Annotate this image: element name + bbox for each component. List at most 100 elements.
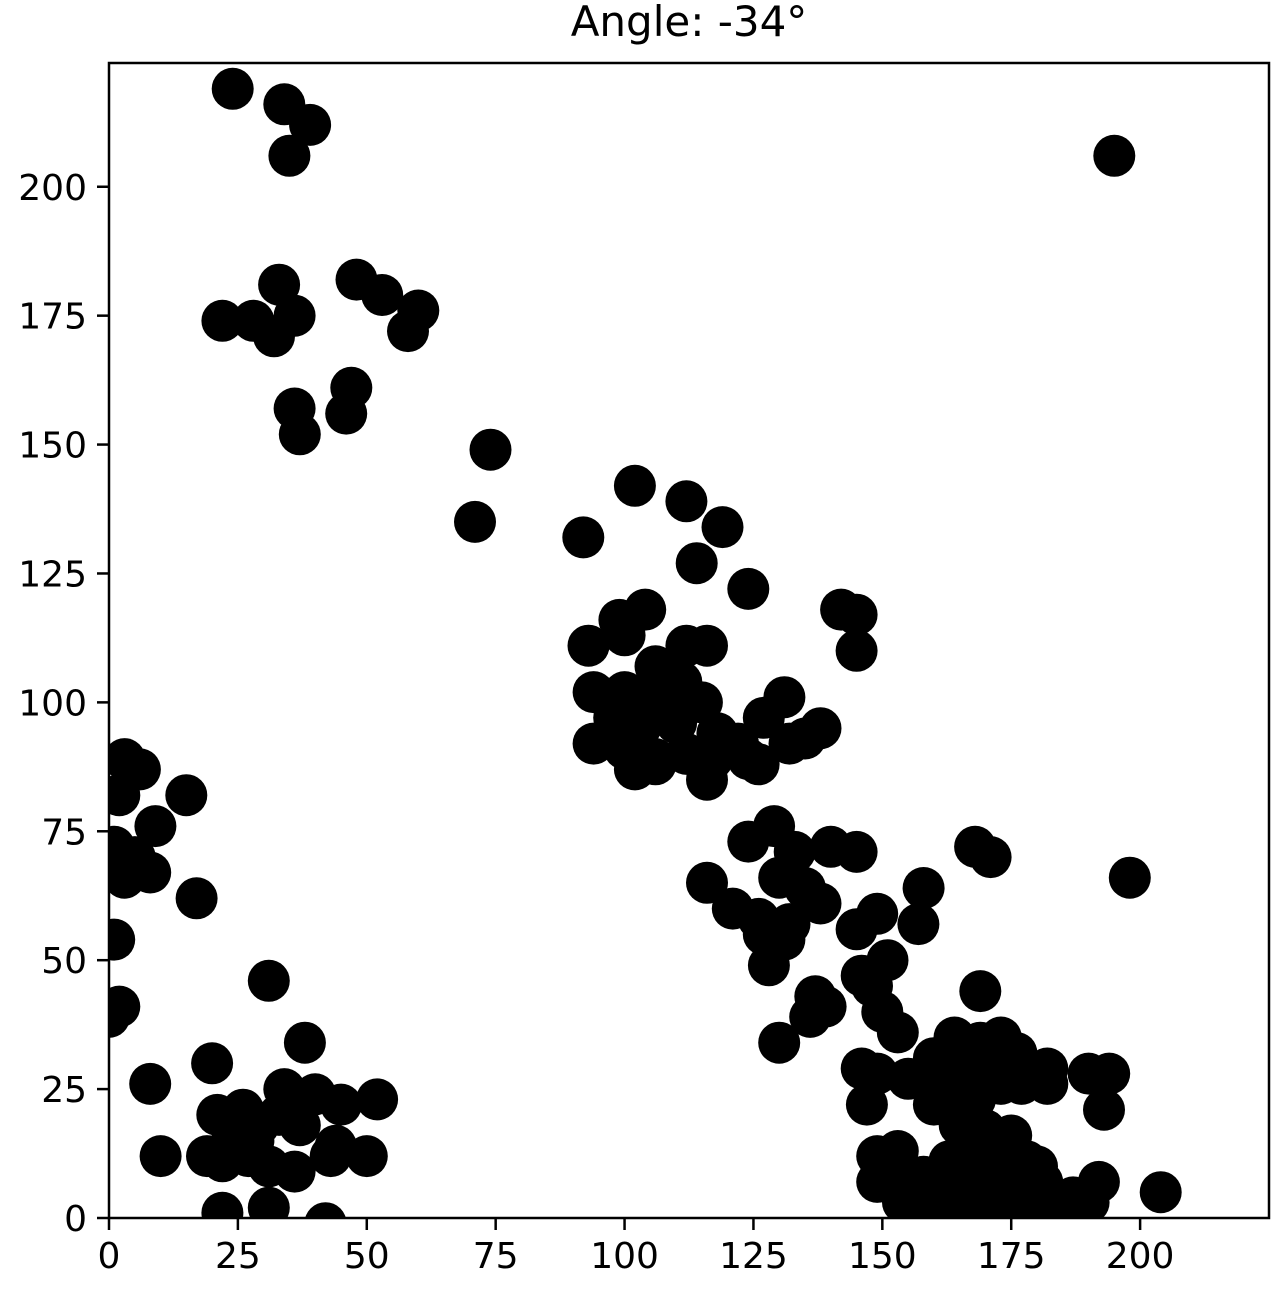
data-point-48 xyxy=(742,696,785,739)
x-tick-label-4: 100 xyxy=(590,1236,659,1277)
data-point-2 xyxy=(289,103,332,146)
data-point-106 xyxy=(247,959,290,1002)
data-point-64 xyxy=(109,774,141,817)
data-point-180 xyxy=(305,1202,346,1218)
data-point-30 xyxy=(567,624,610,667)
data-point-20 xyxy=(613,464,656,507)
data-point-31 xyxy=(603,614,646,657)
data-point-179 xyxy=(247,1186,290,1218)
data-point-173 xyxy=(1021,1160,1064,1203)
data-point-76 xyxy=(835,830,878,873)
data-point-124 xyxy=(1026,1062,1069,1105)
data-point-85 xyxy=(799,882,842,925)
y-tick-label-1: 25 xyxy=(41,1070,87,1111)
data-point-175 xyxy=(1139,1171,1182,1214)
x-tick-label-0: 0 xyxy=(98,1236,121,1277)
data-point-132 xyxy=(356,1078,399,1121)
data-point-146 xyxy=(309,1135,352,1178)
data-point-18 xyxy=(469,428,512,471)
data-point-73 xyxy=(727,820,770,863)
y-tick-label-3: 75 xyxy=(41,812,87,853)
data-point-142 xyxy=(278,1104,321,1147)
data-point-23 xyxy=(562,516,605,559)
x-axis: 0 25 50 75 100 125 150 175 200 xyxy=(98,1218,1175,1277)
data-point-52 xyxy=(572,722,615,765)
data-point-102 xyxy=(789,995,832,1038)
data-point-78 xyxy=(969,836,1012,879)
data-point-126 xyxy=(1088,1052,1131,1095)
y-tick-label-0: 0 xyxy=(64,1199,87,1240)
x-tick-label-6: 150 xyxy=(848,1236,917,1277)
data-point-112 xyxy=(995,1032,1038,1074)
data-point-25 xyxy=(727,567,770,610)
data-point-147 xyxy=(345,1135,388,1178)
data-point-65 xyxy=(165,774,208,817)
y-tick-label-7: 175 xyxy=(18,297,87,338)
data-point-148 xyxy=(139,1135,182,1178)
data-point-58 xyxy=(737,743,780,786)
points-layer xyxy=(109,67,1182,1218)
data-point-89 xyxy=(835,908,878,951)
y-axis: 0 25 50 75 100 125 150 175 200 xyxy=(18,168,109,1240)
data-point-103 xyxy=(876,1011,919,1054)
data-point-93 xyxy=(109,918,136,961)
data-point-7 xyxy=(361,274,404,316)
data-point-83 xyxy=(902,867,945,909)
y-tick-label-2: 50 xyxy=(41,941,87,982)
data-point-22 xyxy=(701,506,744,549)
y-tick-label-4: 100 xyxy=(18,683,87,724)
data-point-92 xyxy=(897,903,940,946)
data-point-17 xyxy=(278,413,321,456)
data-point-33 xyxy=(686,624,728,667)
chart-title: Angle: -34° xyxy=(571,0,808,46)
data-point-127 xyxy=(129,1062,172,1105)
data-point-94 xyxy=(747,944,790,987)
data-point-79 xyxy=(1108,856,1151,899)
data-point-137 xyxy=(1083,1088,1125,1131)
x-tick-label-2: 50 xyxy=(344,1236,390,1277)
data-point-71 xyxy=(175,877,218,920)
y-tick-label-5: 125 xyxy=(18,554,87,595)
data-point-188 xyxy=(1026,1191,1069,1218)
data-point-99 xyxy=(959,970,1002,1013)
data-point-105 xyxy=(109,995,130,1038)
data-point-131 xyxy=(320,1083,362,1126)
plot-frame xyxy=(107,61,1271,1220)
data-point-3 xyxy=(268,134,311,177)
x-tick-label-5: 125 xyxy=(719,1236,788,1277)
data-point-80 xyxy=(686,861,728,904)
data-point-21 xyxy=(665,480,708,523)
data-point-13 xyxy=(387,310,429,353)
data-point-9 xyxy=(201,299,244,342)
x-tick-label-7: 175 xyxy=(977,1236,1046,1277)
data-point-0 xyxy=(211,67,254,110)
data-point-4 xyxy=(1093,134,1136,177)
data-point-24 xyxy=(675,542,718,585)
data-point-60 xyxy=(634,743,677,786)
data-point-70 xyxy=(109,856,146,899)
data-point-66 xyxy=(134,805,177,848)
data-point-177 xyxy=(1067,1181,1110,1218)
y-tick-label-8: 200 xyxy=(18,168,87,209)
data-point-153 xyxy=(273,1150,316,1193)
data-point-12 xyxy=(253,315,295,358)
data-point-133 xyxy=(845,1083,888,1126)
x-tick-label-8: 200 xyxy=(1106,1236,1175,1277)
data-point-16 xyxy=(325,392,368,435)
data-point-164 xyxy=(876,1130,919,1172)
data-point-29 xyxy=(835,593,878,636)
data-point-34 xyxy=(835,629,878,672)
x-tick-label-3: 75 xyxy=(473,1236,519,1277)
x-tick-label-1: 25 xyxy=(215,1236,261,1277)
y-tick-label-6: 150 xyxy=(18,426,87,467)
data-point-128 xyxy=(191,1042,234,1085)
data-point-178 xyxy=(201,1191,244,1218)
data-point-19 xyxy=(454,500,496,543)
data-point-6 xyxy=(258,263,301,306)
data-point-107 xyxy=(283,1021,326,1064)
data-point-51 xyxy=(768,722,811,765)
data-point-119 xyxy=(887,1057,930,1100)
data-point-108 xyxy=(758,1021,801,1064)
data-point-61 xyxy=(686,758,728,801)
